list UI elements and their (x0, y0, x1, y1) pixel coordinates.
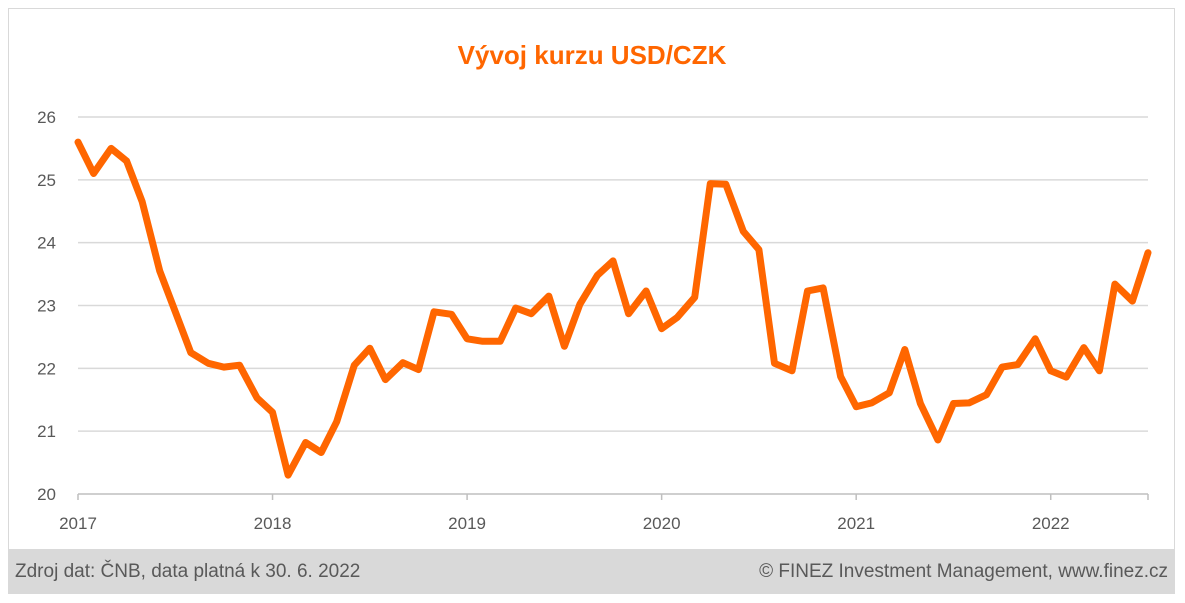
data-point (919, 403, 921, 404)
data-point (305, 442, 307, 443)
data-point (840, 376, 842, 377)
x-tick-label: 2017 (59, 514, 97, 533)
y-tick-label: 24 (37, 234, 56, 253)
data-point (694, 296, 696, 298)
y-tick-label: 22 (37, 359, 56, 378)
data-point (207, 362, 209, 364)
x-tick-label: 2019 (448, 514, 486, 533)
data-point (369, 347, 371, 349)
data-point (433, 311, 435, 313)
data-point (709, 183, 711, 185)
x-tick-label: 2021 (837, 514, 875, 533)
data-point (110, 147, 112, 149)
data-point (661, 328, 663, 330)
x-tick-label: 2018 (254, 514, 292, 533)
data-point (174, 311, 176, 313)
data-point (451, 313, 452, 315)
data-point (159, 270, 161, 272)
data-point (645, 290, 647, 292)
data-point (1114, 283, 1116, 285)
data-point (758, 249, 760, 251)
series-line (74, 138, 1152, 479)
data-point (937, 439, 939, 441)
x-tick-label: 2022 (1032, 514, 1070, 533)
y-axis-ticks: 20 21 22 23 24 25 26 (37, 108, 56, 504)
y-tick-label: 23 (37, 297, 56, 316)
copyright-note: © FINEZ Investment Management, www.finez… (759, 561, 1168, 582)
data-point (1001, 366, 1003, 368)
data-point (888, 392, 890, 394)
y-tick-label: 20 (37, 485, 56, 504)
data-point (953, 403, 954, 404)
data-point (1147, 252, 1149, 254)
data-point (612, 260, 614, 262)
data-point (1017, 364, 1019, 366)
data-point (579, 303, 581, 305)
y-tick-label: 25 (37, 171, 56, 190)
data-point (256, 397, 258, 399)
data-point (482, 340, 484, 342)
chart-frame (8, 8, 1175, 594)
data-point (548, 295, 550, 297)
data-point (904, 349, 906, 350)
source-note: Zdroj dat: ČNB, data platná k 30. 6. 202… (15, 561, 361, 582)
data-point (855, 406, 857, 408)
x-tick-label: 2020 (643, 514, 681, 533)
data-point (986, 394, 987, 396)
data-point (223, 366, 225, 368)
data-point (1050, 370, 1052, 372)
data-point (1098, 370, 1100, 372)
data-point (239, 364, 240, 366)
data-point (596, 274, 598, 276)
data-point (822, 287, 824, 289)
data-point (353, 364, 355, 366)
y-tick-label: 21 (37, 422, 56, 441)
data-point (1131, 300, 1133, 302)
data-point (807, 290, 808, 292)
data-point (499, 340, 501, 342)
data-point (563, 345, 565, 347)
data-point (515, 307, 517, 309)
data-point (141, 201, 143, 203)
data-point (336, 421, 338, 423)
data-point (791, 370, 793, 372)
footer-bar: Zdroj dat: ČNB, data platná k 30. 6. 202… (9, 549, 1174, 594)
data-point (774, 362, 775, 364)
data-point (1034, 338, 1036, 340)
x-axis: 2017 2018 2019 2020 2021 2022 (59, 493, 1149, 533)
data-point (725, 183, 727, 185)
data-point (93, 173, 95, 174)
data-point (530, 313, 532, 315)
data-point (871, 402, 873, 404)
series-group (74, 138, 1152, 479)
gridlines (78, 116, 1148, 432)
data-point (190, 352, 192, 354)
data-point (628, 313, 630, 315)
data-point (968, 402, 970, 404)
data-point (1065, 376, 1067, 378)
data-point (418, 369, 419, 371)
data-point (272, 411, 273, 413)
data-point (402, 362, 404, 364)
data-point (287, 474, 289, 476)
data-point (466, 338, 468, 340)
data-point (77, 141, 79, 143)
data-point (384, 379, 386, 381)
data-point (676, 316, 678, 318)
chart-title: Vývoj kurzu USD/CZK (458, 40, 727, 70)
y-tick-label: 26 (37, 108, 56, 127)
data-point (1083, 347, 1085, 349)
data-point (742, 230, 744, 232)
data-point (320, 452, 322, 453)
data-point (126, 160, 128, 162)
